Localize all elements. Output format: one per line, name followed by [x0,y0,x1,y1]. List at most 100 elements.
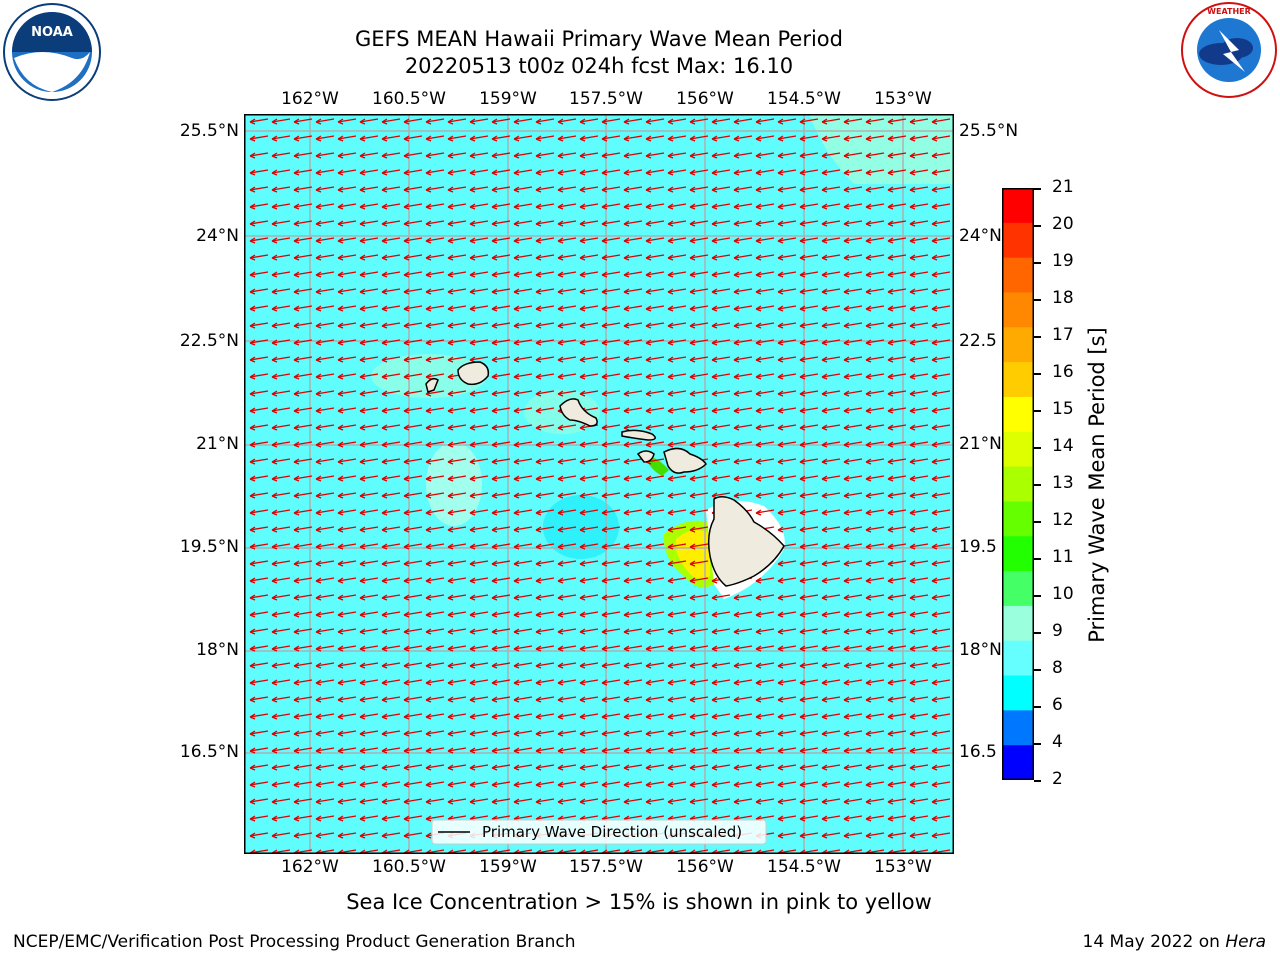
wave-arrow [821,152,841,159]
map-legend: Primary Wave Direction (unscaled) [431,819,767,845]
wave-arrow [931,169,951,176]
wave-arrow [843,628,863,635]
wave-arrow [711,458,731,465]
wave-arrow [931,424,951,431]
wave-arrow [271,475,291,482]
wave-arrow [359,441,379,448]
wave-arrow [557,781,577,788]
wave-arrow [381,645,401,652]
wave-arrow [777,815,797,822]
wave-arrow [293,254,313,261]
wave-arrow [755,458,775,465]
wave-arrow [249,118,269,125]
wave-arrow [381,220,401,227]
wave-arrow [645,662,665,669]
wave-arrow [645,169,665,176]
wave-arrow [667,628,687,635]
wave-arrow [491,798,511,805]
wave-arrow [623,475,643,482]
wave-arrow [447,526,467,533]
wave-arrow [447,730,467,737]
wave-arrow [799,577,819,584]
wave-arrow [689,169,709,176]
wave-arrow [491,560,511,567]
wave-arrow [667,560,687,567]
wave-arrow [249,152,269,159]
wave-arrow [535,645,555,652]
wave-arrow [843,594,863,601]
wave-arrow [337,747,357,754]
wave-arrow [711,118,731,125]
wave-arrow [733,203,753,210]
wave-arrow [557,492,577,499]
wave-arrow [579,492,599,499]
wave-arrow [865,560,885,567]
wave-arrow [557,679,577,686]
wave-arrow [777,645,797,652]
wave-arrow [513,254,533,261]
wave-arrow [667,203,687,210]
wave-arrow [271,645,291,652]
wave-arrow [491,594,511,601]
wave-arrow [931,747,951,754]
wave-arrow [601,475,621,482]
wave-arrow [359,696,379,703]
wave-arrow [535,764,555,771]
wave-arrow [381,594,401,601]
wave-arrow [645,730,665,737]
wave-arrow [491,339,511,346]
wave-arrow [931,152,951,159]
wave-arrow [271,764,291,771]
wave-arrow [667,373,687,380]
wave-arrow [887,271,907,278]
wave-arrow [931,679,951,686]
wave-arrow [601,220,621,227]
wave-arrow [601,730,621,737]
wave-arrow [711,662,731,669]
wave-arrow [535,713,555,720]
wave-arrow [777,186,797,193]
wave-arrow [755,305,775,312]
wave-arrow [359,152,379,159]
wave-arrow [689,407,709,414]
wave-arrow [931,220,951,227]
wave-arrow [359,339,379,346]
wave-arrow [711,339,731,346]
wave-arrow [249,186,269,193]
wave-arrow [315,305,335,312]
wave-arrow [579,458,599,465]
wave-arrow [557,747,577,754]
wave-arrow [733,611,753,618]
wave-arrow [293,288,313,295]
wave-arrow [931,390,951,397]
lon-label: 157.5°W [569,857,643,877]
wave-arrow [535,594,555,601]
wave-arrow [535,560,555,567]
wave-arrow [557,713,577,720]
wave-arrow [359,764,379,771]
wave-arrow [513,526,533,533]
wave-arrow [887,237,907,244]
wave-arrow [359,560,379,567]
wave-arrow [755,713,775,720]
wave-arrow [579,169,599,176]
wave-arrow [711,679,731,686]
wave-arrow [821,560,841,567]
wave-arrow [645,373,665,380]
colorbar-tick-mark [1034,743,1041,745]
colorbar-tick-label: 15 [1052,399,1074,419]
wave-arrow [513,577,533,584]
wave-arrow [271,135,291,142]
wave-arrow [909,815,929,822]
wave-arrow [359,458,379,465]
wave-arrow [381,577,401,584]
wave-arrow [667,662,687,669]
wave-arrow [315,152,335,159]
wave-arrow [667,271,687,278]
wave-arrow [799,441,819,448]
wave-arrow [557,322,577,329]
wave-arrow [249,662,269,669]
wave-arrow [249,458,269,465]
wave-arrow [711,390,731,397]
wave-arrow [557,203,577,210]
